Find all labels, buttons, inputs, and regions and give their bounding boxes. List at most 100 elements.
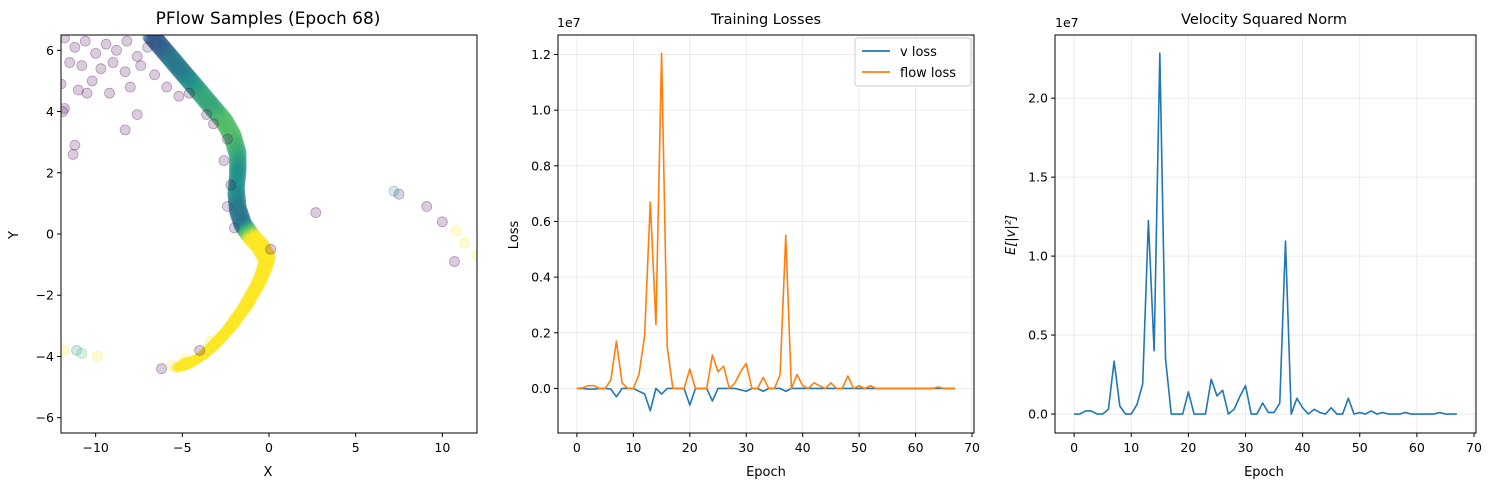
scatter-point xyxy=(179,359,190,370)
scatter-point xyxy=(253,239,264,250)
scatter-point xyxy=(261,252,272,263)
scatter-point xyxy=(236,216,247,227)
scatter-point xyxy=(178,354,190,365)
scatter-point xyxy=(188,356,199,367)
scatter-point xyxy=(232,308,243,319)
scatter-point xyxy=(233,205,244,216)
scatter-point xyxy=(164,44,175,55)
x-tick-label: 0 xyxy=(1070,440,1078,455)
scatter-point xyxy=(471,250,477,261)
scatter-point xyxy=(210,338,221,349)
scatter-point xyxy=(233,307,244,318)
scatter-point xyxy=(253,248,264,259)
losses-scale-label: 1e7 xyxy=(557,15,581,30)
scatter-point xyxy=(176,359,187,370)
scatter-point xyxy=(241,225,252,236)
scatter-point xyxy=(226,317,237,328)
scatter-point xyxy=(203,345,214,356)
scatter-point xyxy=(155,35,166,45)
scatter-point xyxy=(235,307,246,318)
scatter-point xyxy=(244,293,255,304)
scatter-point xyxy=(202,346,213,357)
scatter-point xyxy=(219,327,230,338)
scatter-point xyxy=(263,245,274,256)
x-tick-label: 40 xyxy=(795,440,811,455)
scatter-point xyxy=(183,80,194,91)
scatter-point xyxy=(228,161,239,172)
scatter-point xyxy=(238,206,249,217)
y-tick-label: −6 xyxy=(36,410,54,425)
scatter-point xyxy=(235,141,246,152)
scatter-point xyxy=(199,349,210,360)
scatter-point xyxy=(200,93,211,104)
scatter-point xyxy=(155,35,166,44)
x-tick-label: 0 xyxy=(265,440,273,455)
scatter-point xyxy=(229,318,240,329)
scatter-point xyxy=(177,359,188,370)
scatter-point xyxy=(198,98,209,109)
scatter-point xyxy=(232,173,243,184)
scatter-point xyxy=(224,325,235,336)
scatter-point xyxy=(214,103,225,114)
scatter-point xyxy=(199,92,210,103)
scatter-point xyxy=(154,46,165,57)
scatter-point xyxy=(212,107,223,118)
scatter-point xyxy=(254,275,265,286)
series-line-flow-loss xyxy=(576,52,956,390)
velocity-scale-label: 1e7 xyxy=(1055,15,1079,30)
scatter-point xyxy=(228,203,239,214)
scatter-point xyxy=(236,169,247,180)
scatter-point xyxy=(211,113,222,124)
scatter-point xyxy=(230,210,241,221)
scatter-point xyxy=(194,80,205,91)
scatter-point xyxy=(421,201,433,212)
scatter-point xyxy=(160,39,171,50)
scatter-point xyxy=(214,334,225,345)
scatter-point xyxy=(197,350,208,361)
scatter-point xyxy=(213,101,224,112)
scatter-point xyxy=(228,175,239,186)
scatter-point xyxy=(72,84,84,96)
scatter-point xyxy=(232,196,243,207)
scatter-point xyxy=(174,362,185,373)
scatter-point xyxy=(233,220,244,231)
scatter-point xyxy=(241,294,252,305)
scatter-point xyxy=(156,42,167,53)
scatter-point xyxy=(192,353,203,364)
scatter-point xyxy=(253,232,264,243)
scatter-point xyxy=(248,283,259,294)
scatter-point xyxy=(239,222,250,233)
scatter-point xyxy=(216,330,227,341)
scatter-point xyxy=(131,109,143,120)
scatter-point xyxy=(253,277,264,288)
losses-title: Training Losses xyxy=(710,12,821,28)
scatter-point xyxy=(249,288,260,299)
scatter-point xyxy=(233,135,244,146)
scatter-point xyxy=(61,103,70,114)
scatter-point xyxy=(251,237,262,248)
scatter-point xyxy=(178,75,189,86)
scatter-point xyxy=(449,256,460,267)
scatter-point xyxy=(229,137,240,148)
scatter-point xyxy=(233,207,244,218)
scatter-point xyxy=(234,209,245,220)
scatter-point xyxy=(158,51,169,62)
scatter-point xyxy=(152,35,163,41)
scatter-point xyxy=(256,253,267,264)
scatter-point xyxy=(231,183,242,194)
scatter-point xyxy=(263,261,274,272)
scatter-point xyxy=(225,322,236,333)
scatter-point xyxy=(197,350,208,361)
scatter-point xyxy=(249,227,260,238)
scatter-point xyxy=(254,279,265,290)
scatter-point xyxy=(244,228,255,239)
scatter-point xyxy=(155,40,166,51)
scatter-point xyxy=(180,357,191,368)
scatter-point xyxy=(195,351,206,362)
scatter-point xyxy=(153,38,164,49)
scatter-point xyxy=(230,140,241,151)
scatter-point xyxy=(262,253,273,264)
scatter-point xyxy=(173,90,185,102)
scatter-point xyxy=(198,349,209,360)
scatter-point xyxy=(257,274,268,285)
